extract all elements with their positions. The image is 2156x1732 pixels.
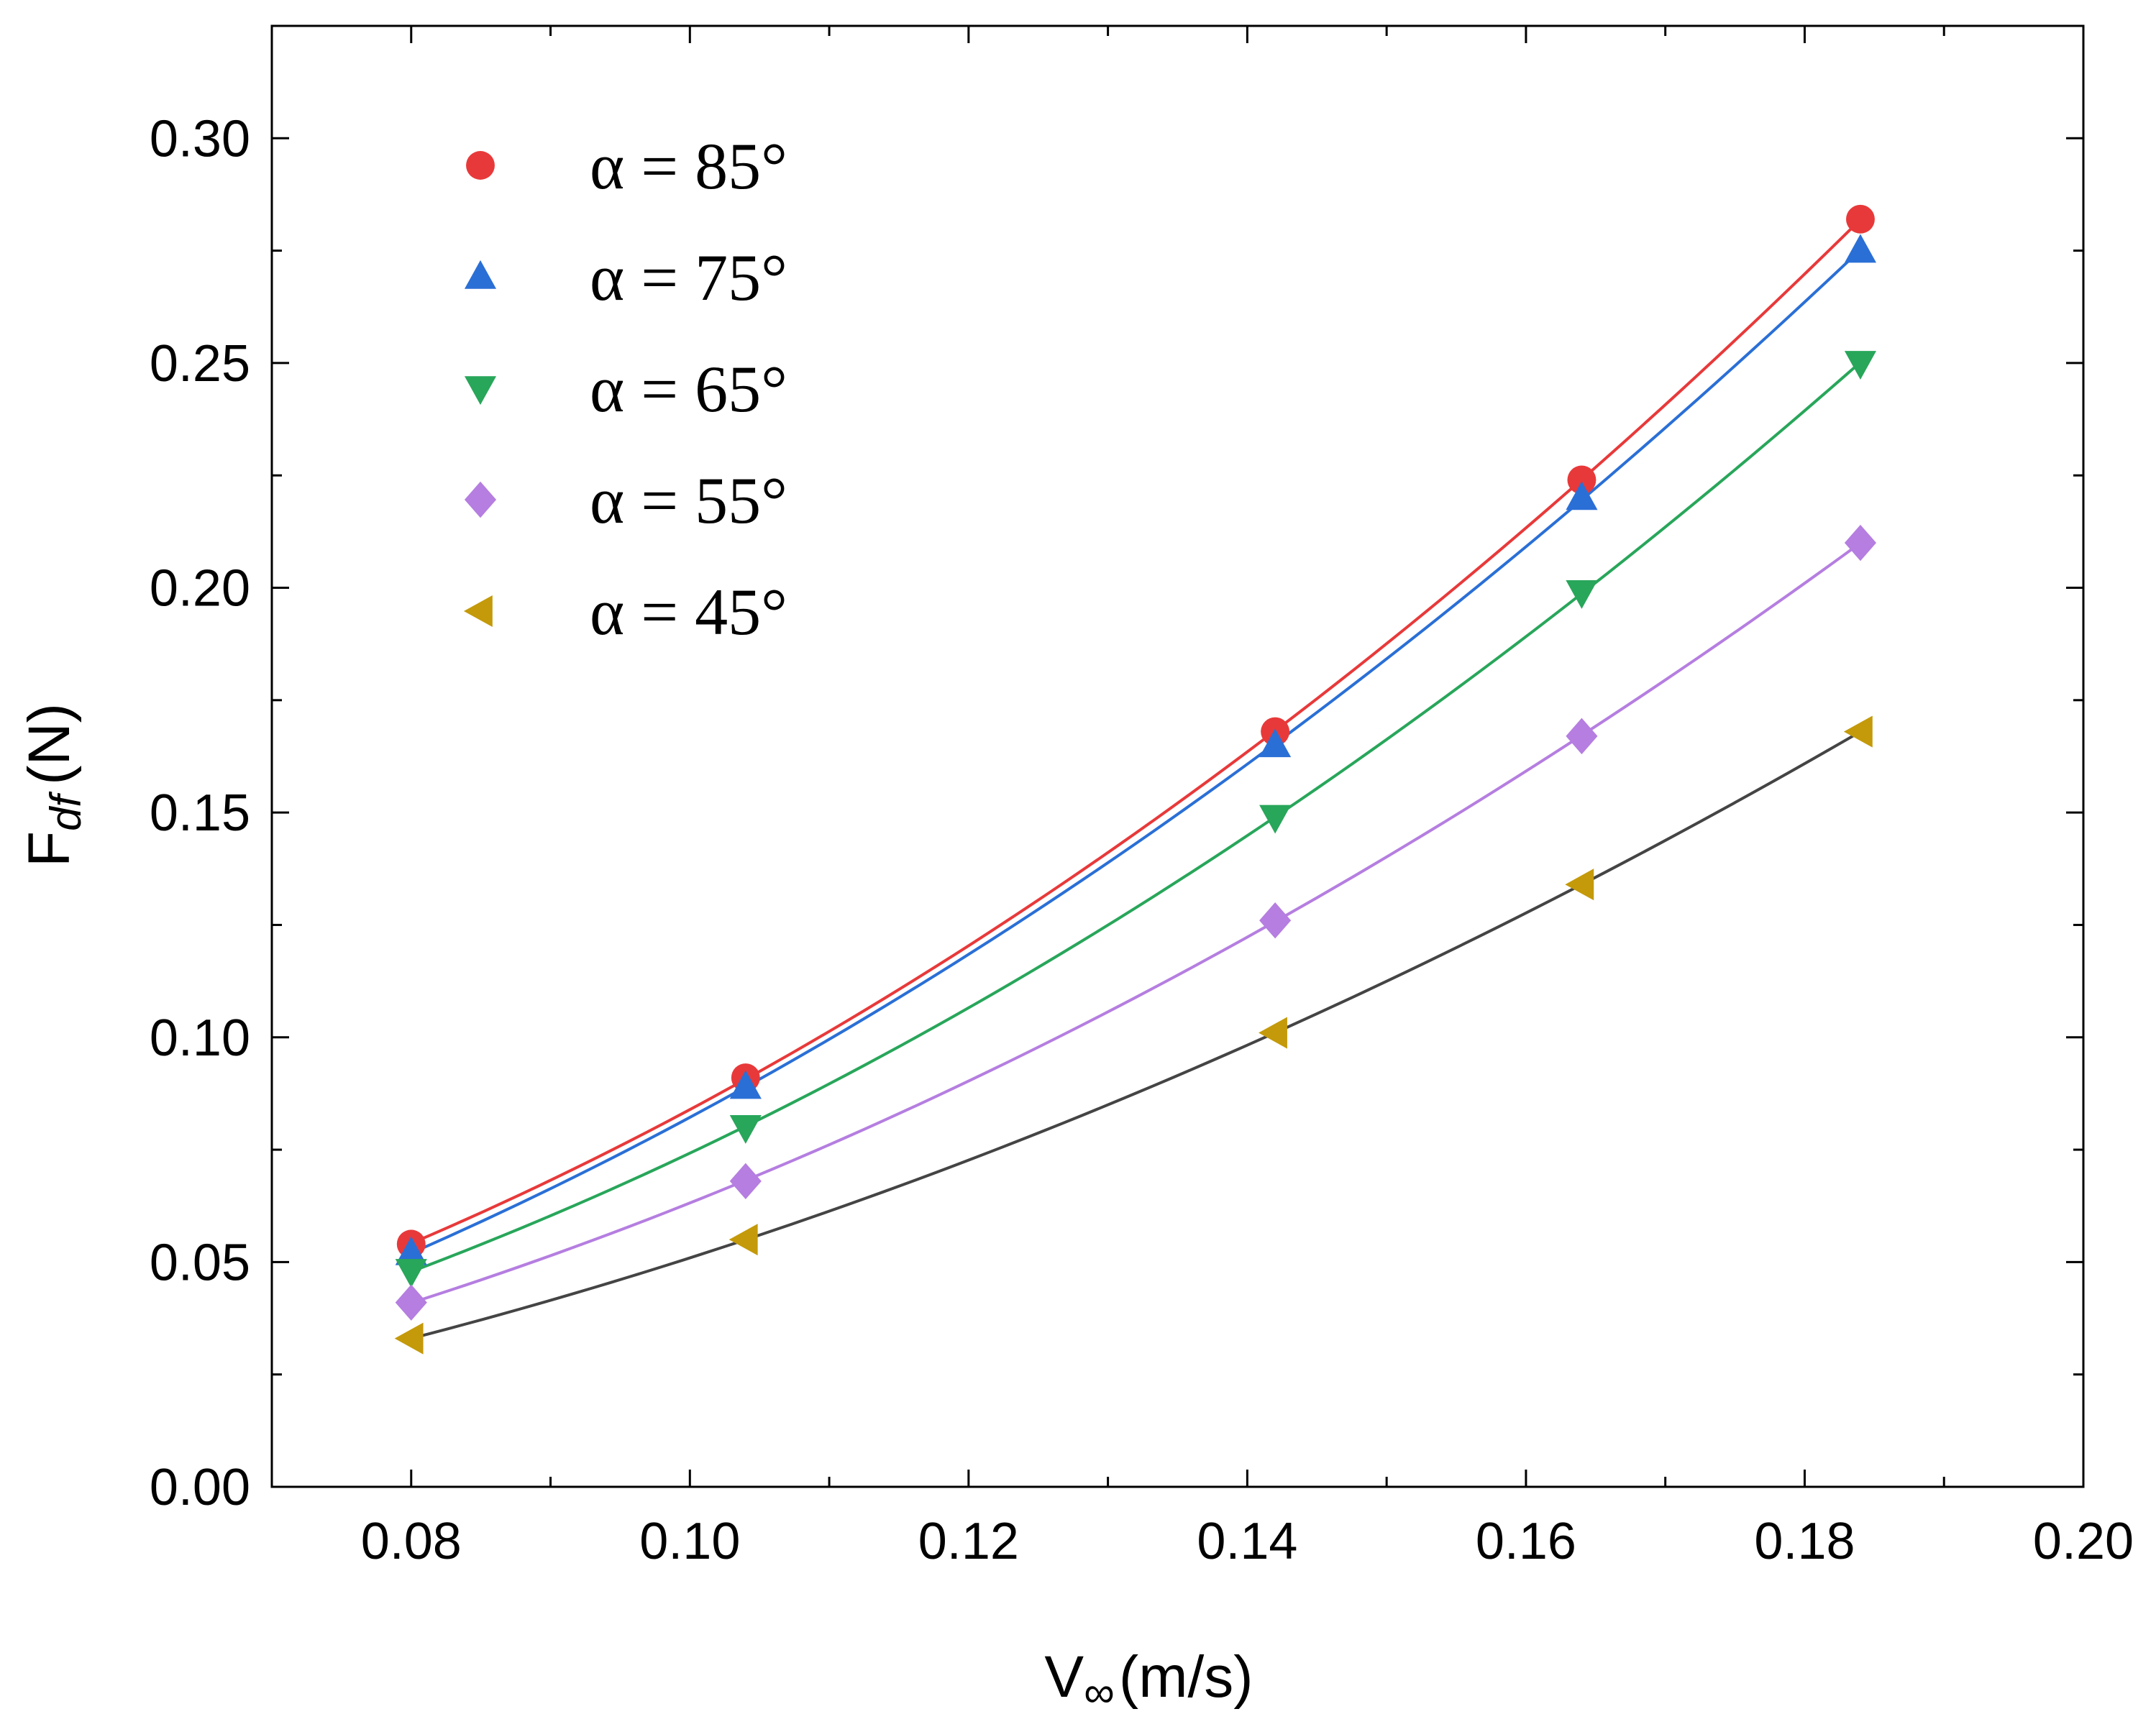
data-point-series-3 [729, 1163, 762, 1200]
x-tick-label: 0.12 [918, 1513, 1019, 1570]
legend-label-0: α = 85° [590, 129, 787, 203]
y-tick-label: 0.30 [150, 110, 250, 168]
fit-curves [410, 219, 1862, 1340]
legend-label-4: α = 45° [590, 575, 787, 649]
axis-titles: V∞(m/s) Fdf (N) [17, 703, 1253, 1716]
y-axis-title-unit: (N) [17, 703, 82, 785]
plot-area [270, 24, 2085, 1488]
y-tick-label: 0.00 [150, 1459, 250, 1516]
x-axis-title-main: V [1044, 1644, 1084, 1710]
fit-curve-series-2 [411, 361, 1862, 1273]
data-point-series-4 [1259, 1017, 1287, 1049]
data-point-series-4 [728, 1224, 758, 1256]
y-axis-title-main: F [17, 831, 82, 867]
data-point-series-1 [729, 1070, 762, 1099]
legend-marker-0 [466, 151, 495, 180]
data-point-series-2 [729, 1115, 762, 1144]
y-tick-label: 0.25 [150, 335, 250, 393]
data-point-series-1 [1259, 728, 1292, 758]
y-tick-label: 0.10 [150, 1009, 250, 1067]
legend-marker-4 [463, 595, 493, 628]
y-tick-label: 0.05 [150, 1234, 250, 1291]
legend: α = 85° α = 75° α = 65° α = 55° α = 45° [463, 129, 787, 649]
legend-label-2: α = 65° [590, 352, 787, 426]
axis-ticks: 0.08 0.10 0.12 0.14 0.16 0.18 0.20 0.00 0.05 0.10… [150, 26, 2134, 1570]
legend-marker-1 [464, 260, 497, 289]
data-point-series-2 [1844, 351, 1877, 380]
y-axis-title: Fdf (N) [17, 703, 90, 867]
x-tick-label: 0.16 [1476, 1513, 1576, 1570]
fit-curve-series-1 [410, 249, 1862, 1255]
y-axis-title-subscript: df [42, 792, 90, 831]
fit-curve-series-3 [411, 541, 1862, 1305]
data-point-series-0 [1846, 204, 1875, 234]
x-tick-label: 0.20 [2033, 1513, 2134, 1570]
y-tick-label: 0.15 [150, 784, 250, 842]
x-tick-label: 0.08 [361, 1513, 462, 1570]
x-tick-label: 0.14 [1197, 1513, 1297, 1570]
x-axis-title: V∞(m/s) [1044, 1644, 1253, 1716]
data-point-series-3 [1844, 524, 1877, 562]
x-tick-label: 0.18 [1754, 1513, 1855, 1570]
data-point-series-4 [394, 1322, 424, 1355]
data-point-series-1 [1844, 234, 1877, 263]
fit-curve-series-0 [410, 219, 1862, 1245]
data-point-series-2 [1259, 805, 1292, 834]
data-point-series-1 [1566, 481, 1598, 510]
legend-marker-2 [464, 376, 497, 405]
x-axis-title-unit: (m/s) [1119, 1644, 1253, 1710]
legend-label-3: α = 55° [590, 464, 787, 537]
data-point-series-4 [1565, 869, 1594, 901]
fit-curve-series-4 [411, 730, 1861, 1340]
plot-frame [270, 24, 2085, 1488]
data-point-series-3 [1566, 718, 1598, 755]
x-tick-label: 0.10 [639, 1513, 740, 1570]
x-axis-title-subscript: ∞ [1084, 1668, 1115, 1716]
data-point-series-0 [1567, 465, 1597, 495]
data-point-series-2 [395, 1259, 427, 1288]
data-point-series-1 [395, 1236, 427, 1265]
data-markers [394, 204, 1877, 1355]
data-point-series-2 [1566, 579, 1598, 609]
data-point-series-3 [1259, 902, 1292, 939]
y-tick-label: 0.20 [150, 560, 250, 618]
data-point-series-4 [1843, 715, 1873, 748]
legend-marker-3 [464, 481, 497, 518]
data-point-series-3 [395, 1284, 427, 1321]
legend-label-1: α = 75° [590, 241, 787, 314]
